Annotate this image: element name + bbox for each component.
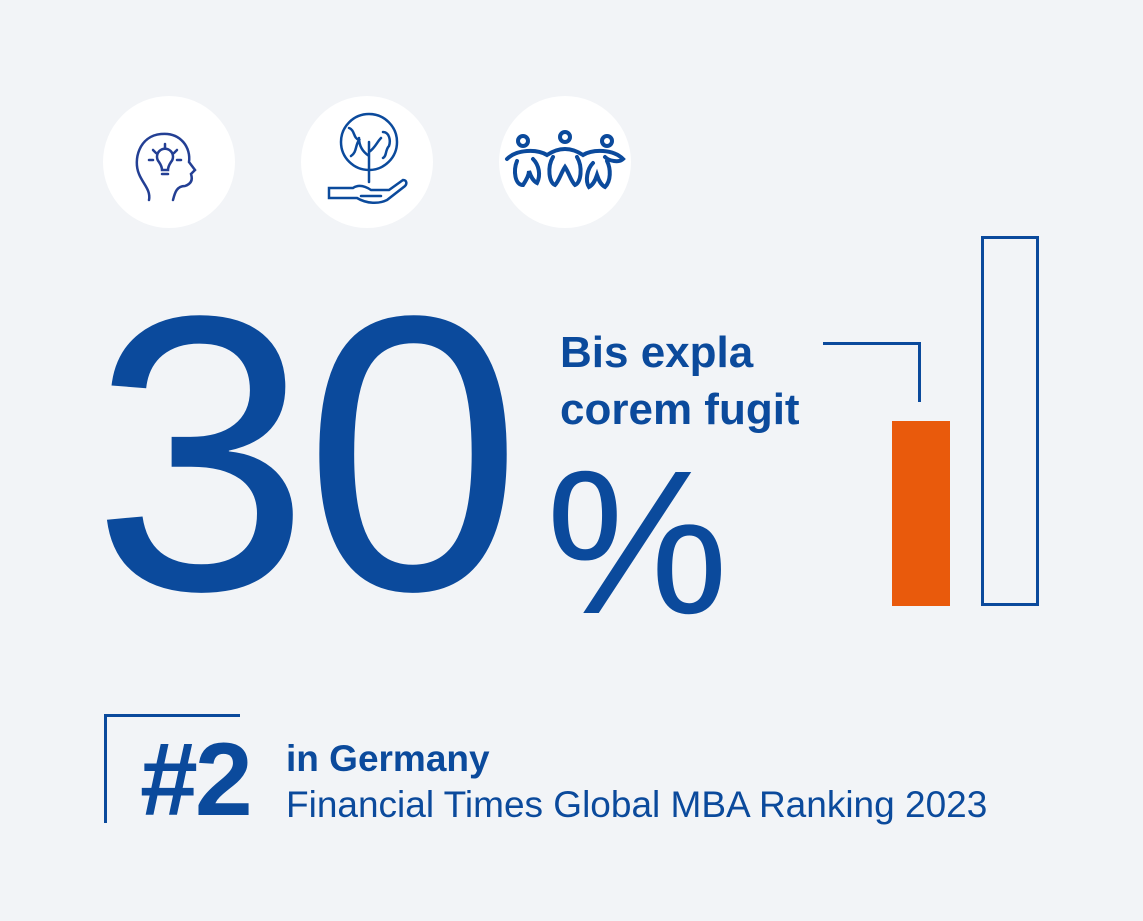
bracket-horizontal: [104, 714, 240, 717]
head-lightbulb-icon: [135, 132, 197, 202]
outline-bar: [981, 236, 1039, 606]
stat-label-line2: corem fugit: [560, 385, 800, 434]
leader-line-vertical: [918, 342, 921, 402]
innovation-icon-circle: [103, 96, 235, 228]
stat-value: 30: [92, 235, 522, 673]
rank-number: #2: [140, 722, 253, 838]
community-icon-circle: [499, 96, 631, 228]
stat-label: Bis expla corem fugit: [560, 324, 800, 438]
people-group-icon: [505, 130, 626, 190]
highlight-bar: [892, 421, 950, 606]
globe-plant-hand-icon: [327, 112, 408, 204]
bracket-vertical: [104, 714, 107, 823]
stat-label-line1: Bis expla: [560, 328, 754, 377]
sustainability-icon-circle: [301, 96, 433, 228]
rank-source: Financial Times Global MBA Ranking 2023: [286, 784, 988, 825]
rank-region: in Germany: [286, 738, 490, 779]
stat-unit: %: [546, 428, 729, 657]
leader-line-horizontal: [823, 342, 921, 345]
